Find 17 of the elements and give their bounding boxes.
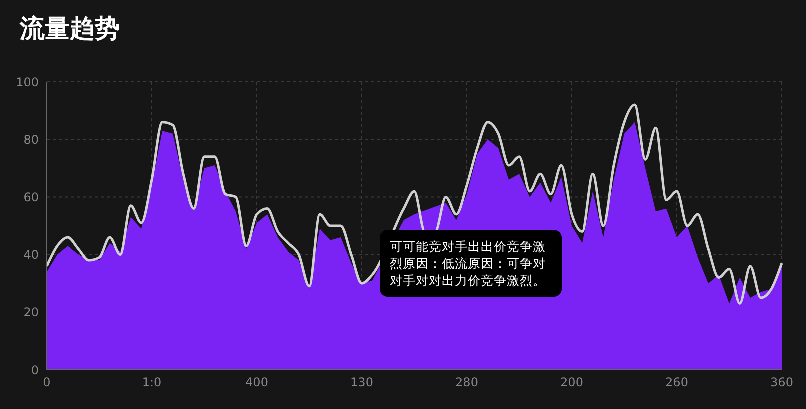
- y-tick-label: 100: [16, 75, 39, 90]
- line-series: [46, 104, 784, 306]
- x-tick-label: 200: [560, 376, 584, 390]
- x-tick-label: 0: [43, 376, 51, 390]
- x-tick-label: 1:0: [142, 376, 162, 390]
- annotation: 可可能竞对手出出价竞争激烈原因：低流原因：可争对对手对对出力价竞争激烈。: [380, 230, 562, 297]
- chart-title: 流量趋势: [20, 13, 120, 45]
- x-tick-label: 400: [246, 376, 268, 390]
- x-tick-label: 130: [350, 376, 374, 390]
- y-tick-label: 80: [24, 132, 39, 147]
- y-tick-label: 40: [24, 248, 39, 262]
- y-tick-label: 0: [31, 363, 39, 378]
- x-tick-label: 280: [456, 376, 478, 390]
- x-tick-label: 360: [770, 376, 794, 390]
- y-tick-label: 60: [24, 190, 39, 204]
- y-tick-label: 20: [24, 306, 39, 320]
- x-tick-label: 260: [666, 376, 688, 390]
